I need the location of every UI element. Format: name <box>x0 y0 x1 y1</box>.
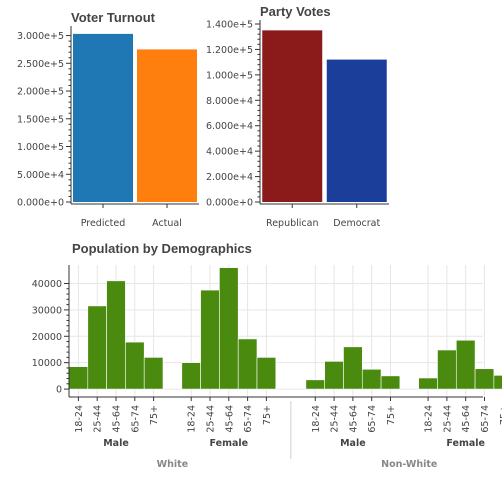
chart-2-bar-1-0-2 <box>343 346 363 390</box>
chart-2-bar-0-1-0 <box>181 362 201 390</box>
chart-0-ytick-3: 1.500e+5 <box>17 114 64 125</box>
chart-2-xtick-0-0-4: 75+ <box>149 405 160 425</box>
chart-0-ytick-1: 5.000e+4 <box>17 170 64 181</box>
chart-2-ytick-2: 20000 <box>32 332 62 343</box>
chart-0-xtick-1: Actual <box>152 218 182 229</box>
chart-2-xtick-0-0-0: 18-24 <box>74 405 85 433</box>
chart-2-bar-0-0-1 <box>87 305 107 390</box>
chart-0-ytick-6: 3.000e+5 <box>17 31 64 42</box>
chart-2-xtick-1-1-4: 75+ <box>499 405 502 425</box>
chart-2-xtick-0-1-3: 65-74 <box>243 405 254 433</box>
chart-2-bar-0-1-4 <box>256 357 277 390</box>
chart-2-ytick-0: 0 <box>56 385 62 396</box>
chart-2-bar-1-1-4 <box>493 375 502 390</box>
chart-2-bar-0-1-2 <box>219 267 239 390</box>
chart-0-ytick-0: 0.000e+0 <box>17 198 64 209</box>
chart-2-bar-1-1-2 <box>455 339 476 390</box>
chart-0-xtick-0: Predicted <box>81 218 126 229</box>
chart-1-ytick-2: 4.000e+4 <box>206 147 253 158</box>
chart-2-bar-0-0-0 <box>68 366 89 390</box>
chart-2-xtick-0-0-1: 25-44 <box>93 405 104 433</box>
chart-2-ytick-1: 10000 <box>32 358 62 369</box>
chart-1-ytick-1: 2.000e+4 <box>206 172 253 183</box>
chart-2-xtick-0-0-3: 65-74 <box>130 405 141 433</box>
chart-2-bar-1-0-3 <box>361 368 382 390</box>
chart-2-bar-0-0-3 <box>125 341 145 390</box>
chart-1-ytick-3: 6.000e+4 <box>206 121 253 132</box>
chart-2-bar-1-0-1 <box>324 361 344 390</box>
chart-2-xtick-0-0-2: 45-64 <box>112 405 123 433</box>
chart-2-xtick-0-1-4: 75+ <box>262 405 273 425</box>
chart-2-ytick-4: 40000 <box>32 279 62 290</box>
chart-0: Voter Turnout Predicted Actual 0.000e+0 5.00… <box>17 10 199 229</box>
chart-1-bar-0 <box>262 30 323 202</box>
chart-2-xtick-1-0-4: 75+ <box>386 405 397 425</box>
chart-1: Party Votes Republican Democrat 0.000e+0 2.0… <box>206 4 389 229</box>
chart-2-bar-0-0-2 <box>106 280 126 390</box>
chart-1-title: Party Votes <box>260 4 331 19</box>
chart-2-subgroup-label-0-1: Female <box>210 438 249 449</box>
chart-2-bar-0-1-3 <box>237 338 258 390</box>
chart-2-xtick-0-1-1: 25-44 <box>206 405 217 433</box>
chart-1-bar-1 <box>326 59 387 202</box>
chart-2-xtick-0-1-2: 45-64 <box>224 405 235 433</box>
chart-2-xtick-1-1-3: 65-74 <box>480 405 491 433</box>
chart-1-xtick-1: Democrat <box>333 218 380 229</box>
chart-2-ytick-3: 30000 <box>32 305 62 316</box>
chart-2-xtick-1-0-1: 25-44 <box>330 405 341 433</box>
chart-2-bar-1-0-0 <box>305 379 325 390</box>
chart-2: Population by Demographics 0 10000 20000 300… <box>32 241 502 470</box>
chart-2-xtick-1-1-2: 45-64 <box>461 405 472 433</box>
chart-2-bar-1-1-1 <box>437 349 457 390</box>
chart-1-ytick-0: 0.000e+0 <box>206 198 253 209</box>
chart-0-ytick-2: 1.000e+5 <box>17 142 64 153</box>
chart-2-bar-0-1-1 <box>200 289 220 390</box>
chart-2-xtick-1-1-1: 25-44 <box>442 405 453 433</box>
chart-2-xtick-1-0-2: 45-64 <box>348 405 359 433</box>
chart-2-xtick-1-0-0: 18-24 <box>311 405 322 433</box>
chart-2-bar-1-0-4 <box>380 375 401 390</box>
chart-2-xtick-1-0-3: 65-74 <box>367 405 378 433</box>
chart-0-bar-0 <box>73 33 133 203</box>
chart-2-title: Population by Demographics <box>72 241 252 256</box>
chart-2-group-label-0: White <box>157 459 188 470</box>
chart-2-subgroup-label-1-1: Female <box>446 438 485 449</box>
chart-1-ytick-7: 1.400e+5 <box>206 20 253 31</box>
chart-2-subgroup-label-1-0: Male <box>340 438 366 449</box>
chart-0-title: Voter Turnout <box>71 10 156 25</box>
chart-2-bar-1-1-3 <box>474 368 495 390</box>
chart-2-bar-0-0-4 <box>143 357 164 390</box>
chart-0-bar-1 <box>137 49 197 202</box>
chart-2-xtick-1-1-0: 18-24 <box>424 405 435 433</box>
chart-1-ytick-4: 8.000e+4 <box>206 96 253 107</box>
chart-1-xtick-0: Republican <box>266 218 318 229</box>
chart-1-ytick-5: 1.000e+5 <box>206 70 253 81</box>
chart-2-subgroup-label-0-0: Male <box>103 438 129 449</box>
chart-2-bar-1-1-0 <box>418 377 438 390</box>
chart-0-ytick-5: 2.500e+5 <box>17 59 64 70</box>
chart-0-ytick-4: 2.000e+5 <box>17 87 64 98</box>
chart-1-ytick-6: 1.200e+5 <box>206 45 253 56</box>
chart-2-group-label-1: Non-White <box>381 459 437 470</box>
chart-2-xtick-0-1-0: 18-24 <box>187 405 198 433</box>
